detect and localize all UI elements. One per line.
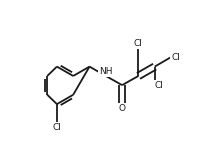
Text: Cl: Cl: [155, 81, 164, 90]
Text: Cl: Cl: [171, 53, 180, 62]
Text: O: O: [119, 104, 126, 113]
Text: NH: NH: [99, 67, 113, 76]
Text: Cl: Cl: [52, 123, 61, 132]
Text: Cl: Cl: [134, 39, 143, 48]
